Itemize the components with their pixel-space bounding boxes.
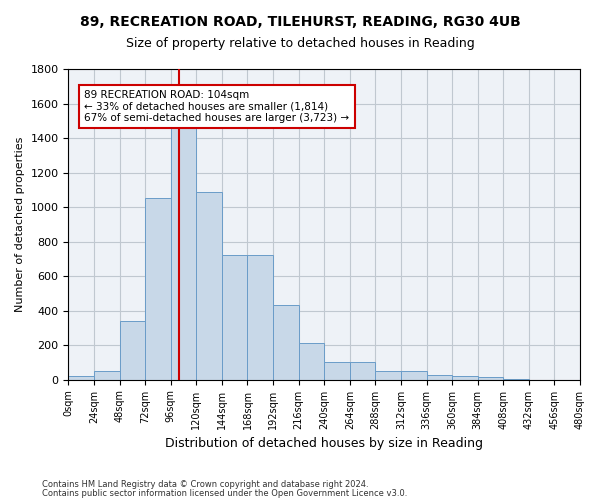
X-axis label: Distribution of detached houses by size in Reading: Distribution of detached houses by size …	[165, 437, 483, 450]
Bar	[350, 362, 376, 380]
Bar	[427, 374, 452, 380]
Text: 89 RECREATION ROAD: 104sqm
← 33% of detached houses are smaller (1,814)
67% of s: 89 RECREATION ROAD: 104sqm ← 33% of deta…	[85, 90, 350, 123]
Text: Size of property relative to detached houses in Reading: Size of property relative to detached ho…	[125, 38, 475, 51]
Bar	[119, 321, 145, 380]
Text: 89, RECREATION ROAD, TILEHURST, READING, RG30 4UB: 89, RECREATION ROAD, TILEHURST, READING,…	[80, 15, 520, 29]
Bar	[94, 371, 119, 380]
Bar	[273, 306, 299, 380]
Bar	[503, 379, 529, 380]
Bar	[478, 377, 503, 380]
Bar	[68, 376, 94, 380]
Bar	[401, 371, 427, 380]
Text: Contains HM Land Registry data © Crown copyright and database right 2024.: Contains HM Land Registry data © Crown c…	[42, 480, 368, 489]
Bar	[196, 192, 222, 380]
Bar	[222, 256, 247, 380]
Bar	[452, 376, 478, 380]
Bar	[299, 344, 324, 380]
Bar	[247, 256, 273, 380]
Y-axis label: Number of detached properties: Number of detached properties	[15, 136, 25, 312]
Bar	[171, 128, 196, 380]
Text: Contains public sector information licensed under the Open Government Licence v3: Contains public sector information licen…	[42, 488, 407, 498]
Bar	[145, 198, 171, 380]
Bar	[376, 371, 401, 380]
Bar	[324, 362, 350, 380]
